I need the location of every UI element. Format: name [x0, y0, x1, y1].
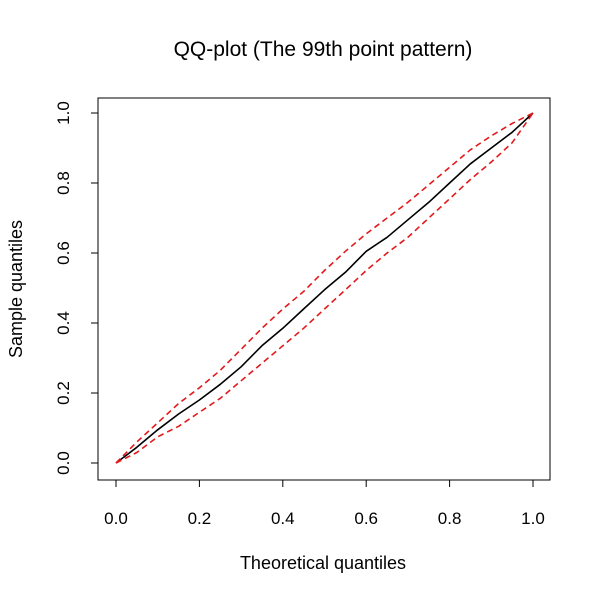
y-tick-label: 0.6 — [54, 241, 73, 265]
envelope-line-2 — [115, 112, 534, 464]
qq-line — [115, 112, 534, 464]
x-tick-label: 0.6 — [354, 509, 378, 528]
y-axis: 0.0 0.2 0.4 0.6 0.8 1.0 — [54, 101, 99, 475]
x-tick-label: 0.8 — [438, 509, 462, 528]
x-tick-label: 0.0 — [104, 509, 128, 528]
envelope-line-1 — [115, 112, 534, 464]
x-axis-label: Theoretical quantiles — [240, 553, 406, 573]
y-tick-label: 1.0 — [54, 101, 73, 125]
chart-title: QQ-plot (The 99th point pattern) — [174, 38, 473, 61]
x-axis: 0.0 0.2 0.4 0.6 0.8 1.0 — [104, 479, 545, 528]
y-tick-label: 0.8 — [54, 171, 73, 195]
x-tick-label: 0.4 — [271, 509, 295, 528]
series-layer — [115, 112, 534, 464]
y-axis-label: Sample quantiles — [6, 220, 26, 358]
y-tick-label: 0.2 — [54, 381, 73, 405]
x-tick-label: 0.2 — [188, 509, 212, 528]
x-tick-label: 1.0 — [521, 509, 545, 528]
y-tick-label: 0.0 — [54, 451, 73, 475]
y-tick-label: 0.4 — [54, 311, 73, 335]
